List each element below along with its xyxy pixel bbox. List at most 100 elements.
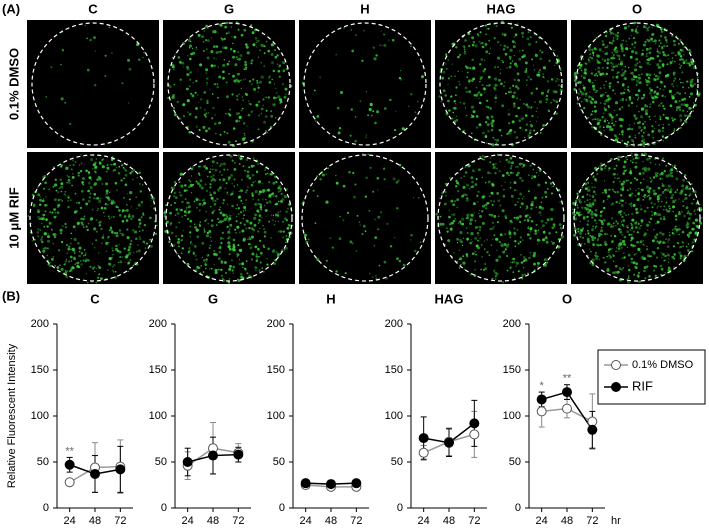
fluorescent-speck xyxy=(513,105,516,108)
fluorescent-speck xyxy=(486,239,487,240)
fluorescent-speck xyxy=(244,68,246,70)
fluorescent-speck xyxy=(255,37,258,40)
fluorescent-speck xyxy=(189,58,192,61)
fluorescent-speck xyxy=(602,58,604,60)
fluorescent-speck xyxy=(235,232,237,234)
panel-label: (B) xyxy=(2,288,20,303)
fluorescent-speck xyxy=(683,246,684,247)
fluorescent-speck xyxy=(627,89,629,91)
fluorescent-speck xyxy=(263,65,265,67)
fluorescent-speck xyxy=(41,223,42,224)
fluorescent-speck xyxy=(81,252,83,254)
fluorescent-speck xyxy=(263,45,265,47)
fluorescent-speck xyxy=(613,260,615,262)
fluorescent-speck xyxy=(472,115,475,118)
data-point xyxy=(209,451,218,460)
fluorescent-speck xyxy=(492,204,494,206)
fluorescent-speck xyxy=(248,114,251,117)
fluorescent-speck xyxy=(658,213,661,216)
fluorescent-speck xyxy=(251,236,254,239)
fluorescent-speck xyxy=(638,223,640,225)
fluorescent-speck xyxy=(39,199,42,202)
fluorescent-speck xyxy=(631,261,633,263)
fluorescent-speck xyxy=(682,241,684,243)
fluorescent-speck xyxy=(64,193,66,195)
fluorescent-speck xyxy=(121,233,124,236)
fluorescent-speck xyxy=(484,59,486,61)
fluorescent-speck xyxy=(288,224,291,227)
fluorescent-speck xyxy=(631,258,634,261)
fluorescent-speck xyxy=(233,272,235,274)
fluorescent-speck xyxy=(212,30,214,32)
fluorescent-speck xyxy=(654,74,655,75)
fluorescent-speck xyxy=(524,258,527,261)
fluorescent-speck xyxy=(519,177,522,180)
fluorescent-speck xyxy=(56,190,58,192)
fluorescent-speck xyxy=(98,200,101,203)
fluorescent-speck xyxy=(640,240,643,243)
fluorescent-speck xyxy=(506,172,509,175)
fluorescent-speck xyxy=(685,104,688,107)
fluorescent-speck xyxy=(252,174,255,177)
fluorescent-speck xyxy=(695,232,698,235)
fluorescent-speck xyxy=(210,183,212,185)
fluorescent-speck xyxy=(497,66,499,68)
fluorescent-speck xyxy=(591,49,593,51)
fluorescent-speck xyxy=(242,96,243,97)
fluorescent-speck xyxy=(275,88,276,89)
fluorescent-speck xyxy=(679,67,681,69)
fluorescent-speck xyxy=(70,233,72,235)
fluorescent-speck xyxy=(256,82,258,84)
fluorescent-speck xyxy=(452,63,453,64)
fluorescent-speck xyxy=(670,172,673,175)
fluorescent-speck xyxy=(505,217,507,219)
fluorescent-speck xyxy=(258,87,260,89)
fluorescent-speck xyxy=(630,204,632,206)
fluorescent-speck xyxy=(369,108,372,111)
fluorescent-speck xyxy=(613,191,614,192)
fluorescent-speck xyxy=(689,96,691,98)
fluorescent-speck xyxy=(649,199,651,201)
fluorescent-speck xyxy=(199,129,201,131)
fluorescent-speck xyxy=(109,229,111,231)
fluorescent-speck xyxy=(494,172,496,174)
fluorescent-speck xyxy=(510,262,511,263)
fluorescent-speck xyxy=(473,110,476,113)
fluorescent-speck xyxy=(618,244,621,247)
fluorescent-speck xyxy=(635,208,638,211)
fluorescent-speck xyxy=(621,106,623,108)
fluorescent-speck xyxy=(485,207,487,209)
micrograph xyxy=(571,20,703,148)
fluorescent-speck xyxy=(526,123,529,126)
fluorescent-speck xyxy=(645,79,646,80)
fluorescent-speck xyxy=(701,217,703,219)
fluorescent-speck xyxy=(253,88,256,91)
fluorescent-speck xyxy=(205,39,207,41)
fluorescent-speck xyxy=(592,82,594,84)
fluorescent-speck xyxy=(60,199,62,201)
fluorescent-speck xyxy=(191,175,192,176)
fluorescent-speck xyxy=(420,241,422,243)
fluorescent-speck xyxy=(482,158,484,160)
fluorescent-speck xyxy=(591,238,594,241)
fluorescent-speck xyxy=(264,52,266,54)
fluorescent-speck xyxy=(485,34,487,36)
legend-marker xyxy=(612,361,621,370)
fluorescent-speck xyxy=(519,241,521,243)
fluorescent-speck xyxy=(632,162,634,164)
fluorescent-speck xyxy=(258,85,259,86)
fluorescent-speck xyxy=(529,129,532,132)
fluorescent-speck xyxy=(590,199,591,200)
fluorescent-speck xyxy=(668,267,671,270)
fluorescent-speck xyxy=(636,80,639,83)
fluorescent-speck xyxy=(590,113,592,115)
fluorescent-speck xyxy=(54,198,57,201)
fluorescent-speck xyxy=(211,268,213,270)
fluorescent-speck xyxy=(530,107,532,109)
fluorescent-speck xyxy=(681,49,684,52)
fluorescent-speck xyxy=(234,162,236,164)
fluorescent-speck xyxy=(466,184,469,187)
fluorescent-speck xyxy=(82,218,85,221)
fluorescent-speck xyxy=(504,82,505,83)
fluorescent-speck xyxy=(678,251,681,254)
